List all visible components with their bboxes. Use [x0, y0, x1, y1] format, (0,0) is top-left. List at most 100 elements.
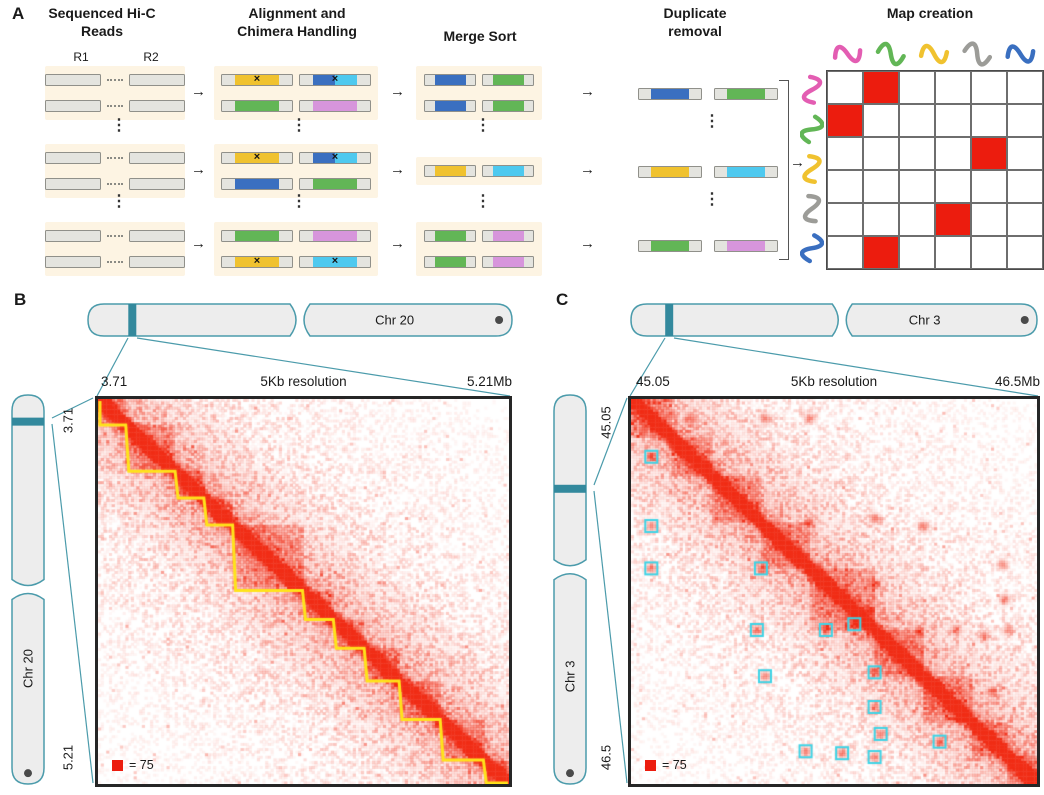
read-segment — [492, 257, 524, 267]
r2-label: R2 — [143, 50, 159, 64]
read-group — [45, 66, 185, 120]
read-bar — [482, 230, 534, 242]
read-bar — [129, 74, 185, 86]
read-group — [45, 144, 185, 198]
read-pair-row — [45, 74, 185, 86]
read-bar — [129, 152, 185, 164]
matrix-cell — [863, 137, 899, 170]
read-segment — [235, 231, 279, 241]
matrix-cell — [1007, 236, 1043, 269]
chr20-ideogram-horizontal: Chr 20 — [87, 303, 513, 337]
read-segment — [313, 101, 357, 111]
read-segment — [235, 179, 279, 189]
dedup-read-row — [638, 88, 778, 100]
ellipsis-dots: ⋮ — [704, 191, 720, 208]
read-bar — [714, 166, 778, 178]
read-pair-row — [45, 152, 185, 164]
read-bar: × — [299, 256, 371, 268]
panel-c-label: C — [556, 290, 569, 309]
map-c-start-label: 45.05 — [636, 374, 670, 389]
map-b-y-top-label: 3.71 — [60, 407, 76, 434]
map-b-end-label: 5.21Mb — [466, 374, 512, 389]
ideogram-arm — [553, 394, 587, 567]
matrix-cell — [971, 104, 1007, 137]
matrix-cell — [863, 203, 899, 236]
read-segment — [335, 75, 357, 85]
telomere-dot — [1020, 316, 1029, 324]
chimera-x-mark: × — [331, 73, 339, 85]
chimera-x-mark: × — [253, 151, 261, 163]
read-segment — [235, 101, 279, 111]
read-bar — [299, 178, 371, 190]
zoom-line — [51, 423, 94, 784]
matrix-cell — [899, 203, 935, 236]
flow-arrow: → — [390, 83, 405, 100]
read-segment — [313, 153, 335, 163]
ideogram-band — [554, 484, 586, 493]
read-segment — [492, 75, 524, 85]
header-map-creation: Map creation — [886, 5, 974, 21]
chromosome-label: Chr 20 — [375, 313, 414, 328]
read-segment — [492, 231, 524, 241]
read-group — [45, 222, 185, 276]
read-bar — [45, 178, 101, 190]
matrix-cell — [827, 137, 863, 170]
map-c-legend: = 75 — [645, 758, 687, 772]
aligned-read-row — [221, 230, 371, 242]
panel-b-label: B — [14, 290, 27, 309]
read-segment — [434, 231, 466, 241]
map-c-resolution-label: 5Kb resolution — [790, 374, 878, 389]
read-segment — [313, 75, 335, 85]
matrix-top-chromosome-squiggles — [832, 41, 1036, 67]
ideogram-arm — [11, 592, 45, 785]
matrix-cell — [971, 236, 1007, 269]
header-sequenced-reads: Sequenced Hi-C Reads — [48, 5, 156, 39]
read-bar — [424, 74, 476, 86]
ellipsis-dots: ⋮ — [111, 117, 127, 134]
ideogram-arm — [845, 303, 1038, 337]
chromosome-label: Chr 3 — [563, 661, 578, 693]
read-segment — [492, 166, 524, 176]
read-segment — [434, 101, 466, 111]
ideogram-arm — [630, 303, 839, 337]
matrix-cell — [1007, 203, 1043, 236]
map-c-end-label: 46.5Mb — [994, 374, 1040, 389]
read-pair-row — [45, 230, 185, 242]
map-c-y-bottom-label: 46.5 — [598, 744, 614, 771]
read-bar — [638, 240, 702, 252]
ellipsis-dots: ⋮ — [111, 193, 127, 210]
matrix-contact-cell — [935, 203, 971, 236]
matrix-cell — [935, 71, 971, 104]
read-segment — [313, 231, 357, 241]
unsequenced-gap-dots — [107, 79, 123, 81]
aligned-read-row — [221, 100, 371, 112]
telomere-dot — [24, 769, 32, 778]
hic-map-chr20: = 75 — [95, 396, 512, 787]
merged-read-row — [424, 100, 534, 112]
merged-read-group — [416, 157, 542, 185]
read-bar — [45, 100, 101, 112]
hic-map-chr3-canvas — [631, 399, 1037, 784]
matrix-cell — [827, 170, 863, 203]
read-bar — [45, 256, 101, 268]
read-bar — [221, 230, 293, 242]
aligned-read-row: × × — [221, 256, 371, 268]
read-segment — [434, 166, 466, 176]
read-pair-row — [45, 178, 185, 190]
matrix-contact-cell — [863, 71, 899, 104]
matrix-left-chromosome-squiggles — [800, 74, 824, 264]
read-bar — [482, 256, 534, 268]
matrix-cell — [1007, 71, 1043, 104]
ideogram-arm — [87, 303, 297, 337]
read-bar — [424, 230, 476, 242]
read-segment — [650, 89, 690, 99]
hic-map-chr3: = 75 — [628, 396, 1040, 787]
matrix-cell — [971, 170, 1007, 203]
read-bar — [424, 165, 476, 177]
map-b-start-label: 3.71 — [101, 374, 128, 389]
read-bar — [129, 178, 185, 190]
telomere-dot — [566, 769, 574, 778]
read-bar — [424, 100, 476, 112]
ideogram-band — [665, 304, 674, 336]
unsequenced-gap-dots — [107, 105, 123, 107]
